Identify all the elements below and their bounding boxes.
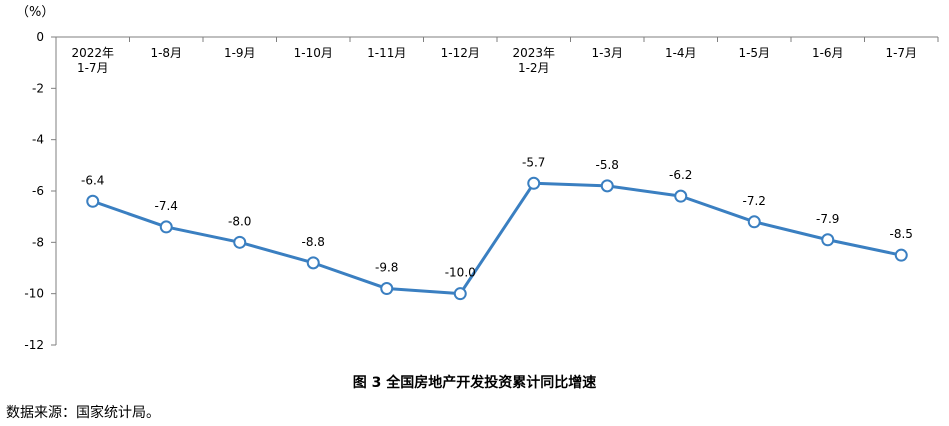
x-category-label: 2023年: [512, 46, 555, 60]
x-category-label: 1-6月: [812, 46, 844, 60]
y-tick-label: -10: [24, 287, 44, 301]
y-tick-label: -6: [32, 184, 44, 198]
data-point-marker: [380, 282, 394, 296]
data-point-marker: [600, 179, 614, 193]
y-tick-label: 0: [36, 30, 44, 44]
x-category-label: 1-3月: [591, 46, 623, 60]
x-category-label: 1-4月: [665, 46, 697, 60]
y-unit-label: （%）: [16, 5, 54, 20]
data-point-marker: [86, 194, 100, 208]
x-category-label: 1-10月: [294, 46, 333, 60]
x-category-label: 1-5月: [738, 46, 770, 60]
data-label: -7.2: [743, 194, 766, 208]
data-label: -6.2: [669, 168, 692, 182]
data-point-marker: [233, 235, 247, 249]
data-point-marker: [306, 256, 320, 270]
data-label: -7.9: [816, 212, 839, 226]
series-line-path: [92, 181, 902, 296]
data-label: -8.8: [302, 235, 325, 249]
data-label: -6.4: [81, 173, 104, 187]
data-label: -5.8: [596, 158, 619, 172]
y-tick-label: -12: [24, 338, 44, 352]
x-category-label: 1-7月: [77, 61, 109, 75]
data-point-marker: [453, 287, 467, 301]
x-category-label: 1-8月: [150, 46, 182, 60]
y-tick-label: -2: [32, 81, 44, 95]
data-point-marker: [527, 176, 541, 190]
x-category-label: 1-7月: [885, 46, 917, 60]
y-tick-label: -8: [32, 235, 44, 249]
data-point-marker: [894, 248, 908, 262]
data-point-marker: [821, 233, 835, 247]
data-source-note: 数据来源：国家统计局。: [6, 405, 160, 421]
x-category-label: 2022年: [71, 46, 114, 60]
figure-caption: 图 3 全国房地产开发投资累计同比增速: [352, 375, 597, 391]
data-label: -8.5: [890, 227, 913, 241]
x-category-label: 1-12月: [441, 46, 480, 60]
data-point-marker: [674, 189, 688, 203]
data-point-marker: [747, 215, 761, 229]
data-label: -5.7: [522, 155, 545, 169]
x-category-label: 1-9月: [224, 46, 256, 60]
x-category-label: 1-11月: [367, 46, 406, 60]
x-category-label: 1-2月: [518, 61, 550, 75]
y-tick-label: -4: [32, 133, 44, 147]
data-point-marker: [159, 220, 173, 234]
series-line: -6.4 -7.4 -8.0 -8.8 -9.8 -10.0 -5.7 -5.8 -6.2 -7.…: [81, 155, 913, 301]
data-label: -9.8: [375, 261, 398, 275]
data-label: -7.4: [155, 199, 178, 213]
data-label: -8.0: [228, 214, 251, 228]
data-label: -10.0: [445, 266, 476, 280]
y-axis: 0 -2 -4 -6 -8 -10 -12: [24, 30, 57, 352]
